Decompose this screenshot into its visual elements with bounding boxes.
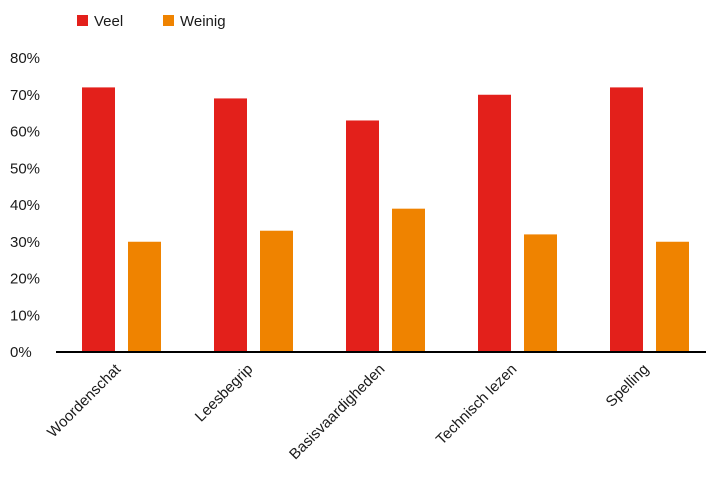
y-tick-label: 10% bbox=[10, 307, 40, 324]
x-category-label: Technisch lezen bbox=[433, 361, 520, 448]
y-tick-label: 60% bbox=[10, 124, 40, 141]
legend-swatch-veel bbox=[77, 15, 88, 26]
legend: Veel Weinig bbox=[77, 13, 226, 30]
bar-weinig-woordenschat bbox=[128, 241, 161, 352]
x-category-label: Spelling bbox=[603, 361, 653, 411]
bars bbox=[82, 87, 689, 353]
bar-weinig-spelling bbox=[656, 241, 689, 352]
y-axis: 0% 10% 20% 30% 40% 50% 60% 70% 80% bbox=[10, 50, 40, 361]
y-tick-label: 30% bbox=[10, 234, 40, 251]
y-tick-label: 40% bbox=[10, 197, 40, 214]
y-tick-label: 20% bbox=[10, 271, 40, 288]
bar-veel-leesbegrip bbox=[214, 98, 247, 352]
y-tick-label: 50% bbox=[10, 160, 40, 177]
bar-veel-basisvaardigheden bbox=[346, 120, 379, 352]
bar-weinig-leesbegrip bbox=[260, 230, 293, 352]
bar-weinig-technisch-lezen bbox=[524, 234, 557, 352]
y-tick-label: 0% bbox=[10, 344, 32, 361]
bar-veel-technisch-lezen bbox=[478, 94, 511, 352]
x-axis: Woordenschat Leesbegrip Basisvaardigheden T… bbox=[44, 360, 652, 463]
bar-weinig-basisvaardigheden bbox=[392, 208, 425, 352]
bar-veel-woordenschat bbox=[82, 87, 115, 353]
x-category-label: Leesbegrip bbox=[192, 361, 257, 426]
x-category-label: Basisvaardigheden bbox=[286, 361, 388, 463]
x-category-label: Woordenschat bbox=[44, 360, 125, 441]
legend-label-veel: Veel bbox=[94, 13, 123, 30]
bar-veel-spelling bbox=[610, 87, 643, 353]
y-tick-label: 70% bbox=[10, 87, 40, 104]
legend-label-weinig: Weinig bbox=[180, 13, 226, 30]
legend-swatch-weinig bbox=[163, 15, 174, 26]
y-tick-label: 80% bbox=[10, 50, 40, 67]
